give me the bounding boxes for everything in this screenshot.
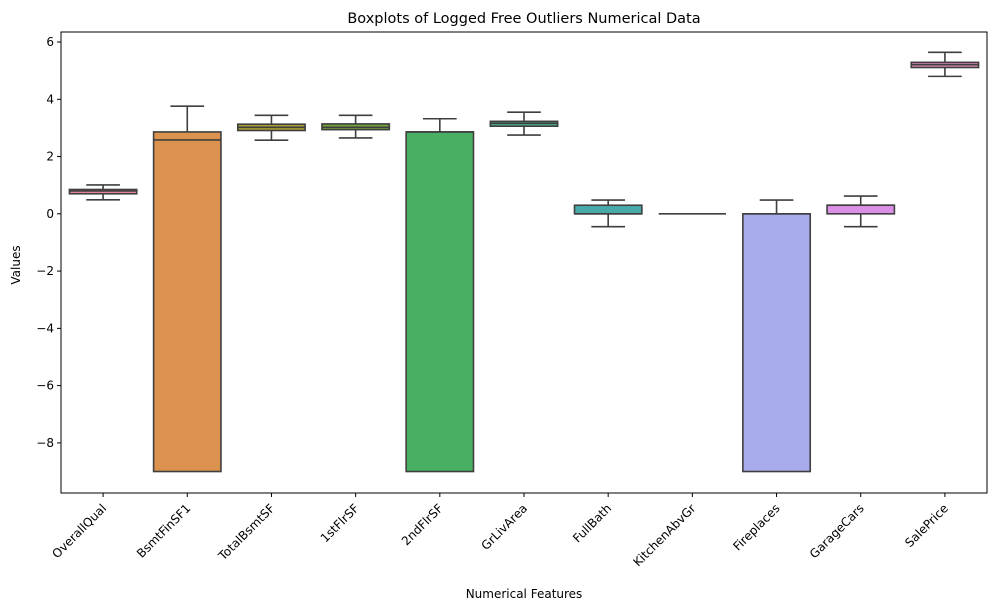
y-tick-label: 2 bbox=[46, 150, 54, 164]
x-tick-label: TotalBsmtSF bbox=[215, 501, 278, 564]
x-tick-label: GrLivArea bbox=[479, 501, 531, 553]
y-tick-label: −2 bbox=[36, 264, 54, 278]
box-saleprice bbox=[910, 51, 980, 78]
box-bsmtfinsf1 bbox=[152, 105, 222, 473]
y-tick-label: −6 bbox=[36, 379, 54, 393]
y-axis-label: Values bbox=[9, 245, 23, 284]
box-grlivarea bbox=[489, 111, 559, 136]
box-body bbox=[826, 204, 896, 215]
boxes-layer bbox=[68, 51, 980, 473]
y-tick-label: 6 bbox=[46, 35, 54, 49]
x-tick-label: Fireplaces bbox=[730, 501, 782, 553]
box-body bbox=[152, 131, 222, 473]
box-body bbox=[573, 204, 643, 215]
x-tick-label: FullBath bbox=[570, 501, 614, 545]
box-fullbath bbox=[573, 199, 643, 228]
x-tick-label: 2ndFlrSF bbox=[399, 501, 446, 548]
x-tick-label: BsmtFinSF1 bbox=[134, 501, 193, 560]
x-tick-label: OverallQual bbox=[49, 501, 109, 561]
box-garagecars bbox=[826, 195, 896, 228]
x-tick-label: 1stFlrSF bbox=[318, 501, 362, 545]
box-2ndflrsf bbox=[405, 117, 475, 473]
box-totalbsmtsf bbox=[236, 114, 306, 142]
box-overallqual bbox=[68, 184, 138, 201]
x-tick-label: GarageCars bbox=[807, 501, 867, 561]
box-1stflrsf bbox=[321, 114, 391, 139]
chart-title: Boxplots of Logged Free Outliers Numeric… bbox=[347, 11, 700, 27]
box-fireplaces bbox=[742, 199, 812, 473]
x-axis-label: Numerical Features bbox=[466, 587, 583, 601]
box-body bbox=[742, 213, 812, 473]
x-tick-label: SalePrice bbox=[902, 501, 951, 550]
y-tick-label: 4 bbox=[46, 92, 54, 106]
y-tick-label: 0 bbox=[46, 207, 54, 221]
x-tick-label: KitchenAbvGr bbox=[630, 501, 698, 569]
y-tick-label: −8 bbox=[36, 436, 54, 450]
x-axis: OverallQual BsmtFinSF1 TotalBsmtSF 1stFlrSF… bbox=[49, 493, 951, 569]
y-axis: −8 −6 −4 −2 0 2 4 6 bbox=[36, 35, 61, 450]
box-body bbox=[405, 131, 475, 473]
y-tick-label: −4 bbox=[36, 321, 54, 335]
